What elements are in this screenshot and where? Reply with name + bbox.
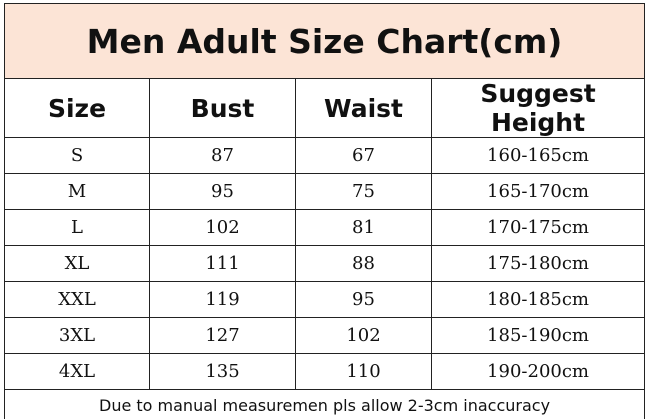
table-cell: XXL [4, 281, 150, 318]
table-row: S 87 67 160-165cm [4, 137, 646, 174]
table-cell: L [4, 209, 150, 246]
table-row: XL 111 88 175-180cm [4, 245, 646, 282]
table-row: 4XL 135 110 190-200cm [4, 353, 646, 390]
table-cell: M [4, 173, 150, 210]
table-cell: 88 [295, 245, 432, 282]
column-header: Size [4, 78, 150, 138]
table-cell: 81 [295, 209, 432, 246]
table-cell: S [4, 137, 150, 174]
table-row: 3XL 127 102 185-190cm [4, 317, 646, 354]
table-cell: 110 [295, 353, 432, 390]
header-row: Size Bust Waist Suggest Height [4, 78, 646, 138]
size-chart: Men Adult Size Chart(cm) Size Bust Waist Su… [3, 3, 646, 419]
table-cell: 185-190cm [430, 317, 646, 354]
footer-note: Due to manual measuremen pls allow 2-3cm… [3, 389, 646, 419]
table-cell: 4XL [4, 353, 150, 390]
table-row: M 95 75 165-170cm [4, 173, 646, 210]
column-header: Bust [149, 78, 296, 138]
table-cell: 190-200cm [430, 353, 646, 390]
table-cell: 75 [295, 173, 432, 210]
table-cell: 175-180cm [430, 245, 646, 282]
table-cell: 95 [295, 281, 432, 318]
table-cell: 102 [149, 209, 296, 246]
table-cell: 3XL [4, 317, 150, 354]
table-cell: 67 [295, 137, 432, 174]
table-cell: 102 [295, 317, 432, 354]
table-cell: 160-165cm [430, 137, 646, 174]
table-cell: 87 [149, 137, 296, 174]
table-cell: XL [4, 245, 150, 282]
table-cell: 135 [149, 353, 296, 390]
table-cell: 95 [149, 173, 296, 210]
table-cell: 170-175cm [430, 209, 646, 246]
column-header: Waist [295, 78, 432, 138]
table-row: L 102 81 170-175cm [4, 209, 646, 246]
column-header: Suggest Height [430, 78, 646, 138]
table-cell: 119 [149, 281, 296, 318]
table-cell: 180-185cm [430, 281, 646, 318]
table-row: XXL 119 95 180-185cm [4, 281, 646, 318]
footer-row: Due to manual measuremen pls allow 2-3cm… [3, 389, 646, 419]
table-cell: 111 [149, 245, 296, 282]
chart-title: Men Adult Size Chart(cm) [3, 3, 646, 79]
table-cell: 165-170cm [430, 173, 646, 210]
table-cell: 127 [149, 317, 296, 354]
